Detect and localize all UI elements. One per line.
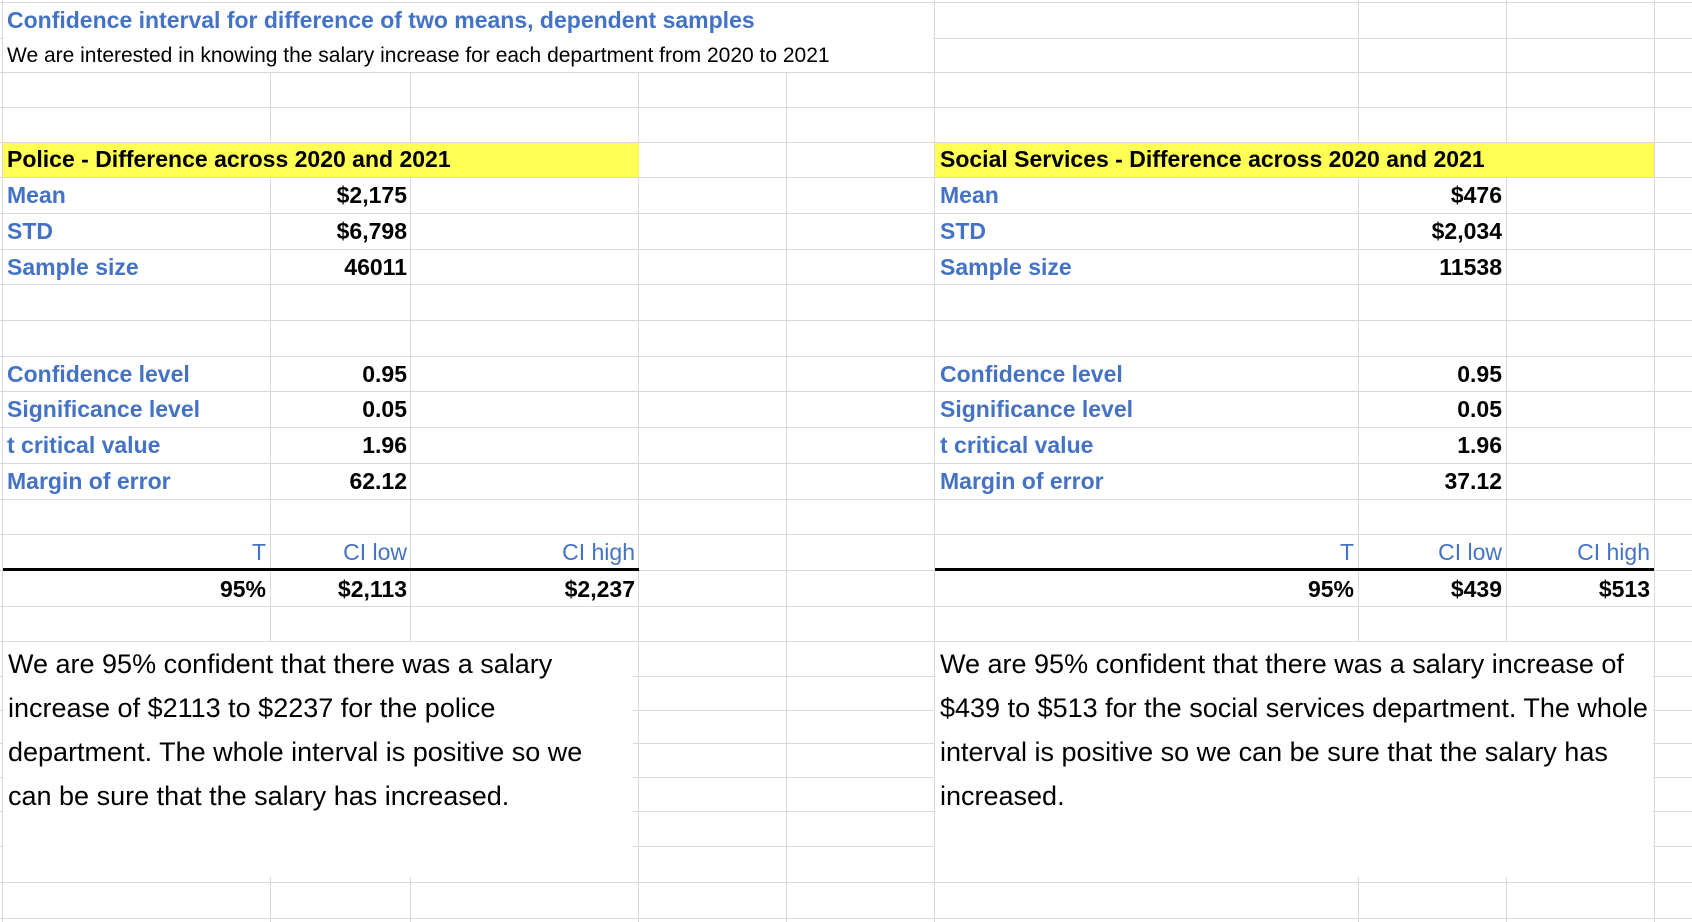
gridline [0,72,1692,73]
social-row-ci-high[interactable]: $513 [1598,576,1650,602]
social-sample-size-label[interactable]: Sample size [940,254,1072,280]
gridline [0,918,1692,919]
police-significance-label[interactable]: Significance level [7,396,201,422]
gridline [270,72,271,922]
police-t-critical-value[interactable]: 1.96 [362,432,407,458]
gridline [0,2,1692,3]
gridline [0,213,1692,214]
social-t-critical-value[interactable]: 1.96 [1457,432,1502,458]
gridline [0,811,1692,812]
social-confidence-value[interactable]: 0.95 [1457,361,1502,387]
police-sample-size-value[interactable]: 46011 [344,254,407,280]
gridline [0,710,1692,711]
police-significance-value[interactable]: 0.05 [362,396,407,422]
gridline [0,499,1692,500]
police-col-t-header[interactable]: T [251,539,266,565]
social-std-label[interactable]: STD [940,218,986,244]
gridline [0,463,1692,464]
police-col-ci-low-header[interactable]: CI low [343,539,407,565]
gridline [638,72,639,922]
header-merged-area [3,3,933,71]
social-section-title[interactable]: Social Services - Difference across 2020… [940,146,1485,172]
police-row-ci-high[interactable]: $2,237 [564,576,635,602]
police-std-label[interactable]: STD [7,218,53,244]
police-mean-label[interactable]: Mean [7,182,66,208]
social-conclusion-text[interactable]: We are 95% confident that there was a sa… [935,642,1653,877]
police-row-ci-low[interactable]: $2,113 [337,576,407,602]
gridline [0,676,1692,677]
social-row-ci-low[interactable]: $439 [1450,576,1502,602]
social-significance-value[interactable]: 0.05 [1457,396,1502,422]
sheet-subtitle[interactable]: We are interested in knowing the salary … [7,44,830,67]
gridline [410,72,411,922]
social-significance-label[interactable]: Significance level [940,396,1134,422]
police-table-rule [3,568,639,571]
police-conclusion-text[interactable]: We are 95% confident that there was a sa… [3,642,633,877]
gridline [0,107,1692,108]
gridline [786,72,787,922]
gridline [0,320,1692,321]
gridline [0,284,1692,285]
gridline [0,177,1692,178]
police-margin-label[interactable]: Margin of error [7,468,171,494]
gridline [0,534,1692,535]
social-header-highlight [935,143,1654,177]
social-col-ci-low-header[interactable]: CI low [1438,539,1502,565]
social-mean-value[interactable]: $476 [1450,182,1502,208]
social-table-rule [935,568,1654,571]
social-t-critical-label[interactable]: t critical value [940,432,1094,458]
police-std-value[interactable]: $6,798 [336,218,407,244]
gridline [2,0,3,922]
gridline [0,846,1692,847]
police-margin-value[interactable]: 62.12 [349,468,407,494]
gridline [0,777,1692,778]
police-col-ci-high-header[interactable]: CI high [562,539,635,565]
gridline [0,606,1692,607]
gridline [0,391,1692,392]
gridline [0,743,1692,744]
gridline [1654,0,1655,922]
social-mean-label[interactable]: Mean [940,182,999,208]
police-t-critical-label[interactable]: t critical value [7,432,161,458]
police-confidence-label[interactable]: Confidence level [7,361,190,387]
social-sample-size-value[interactable]: 11538 [1439,254,1502,280]
gridline [1358,0,1359,922]
gridline [0,570,1692,571]
gridline [1506,0,1507,922]
gridline [0,882,1692,883]
gridline [0,142,1692,143]
sheet-title[interactable]: Confidence interval for difference of tw… [7,7,755,33]
gridline [0,356,1692,357]
social-col-ci-high-header[interactable]: CI high [1577,539,1650,565]
social-std-value[interactable]: $2,034 [1431,218,1502,244]
police-mean-value[interactable]: $2,175 [336,182,407,208]
gridline [0,427,1692,428]
social-confidence-label[interactable]: Confidence level [940,361,1123,387]
social-col-t-header[interactable]: T [1339,539,1354,565]
social-margin-label[interactable]: Margin of error [940,468,1104,494]
police-confidence-value[interactable]: 0.95 [362,361,407,387]
social-margin-value[interactable]: 37.12 [1444,468,1502,494]
police-sample-size-label[interactable]: Sample size [7,254,139,280]
police-header-highlight [3,143,639,177]
gridline [0,641,1692,642]
police-section-title[interactable]: Police - Difference across 2020 and 2021 [7,146,451,172]
gridline [934,0,935,922]
social-row-t[interactable]: 95% [1307,576,1354,602]
police-row-t[interactable]: 95% [219,576,266,602]
gridline [0,249,1692,250]
